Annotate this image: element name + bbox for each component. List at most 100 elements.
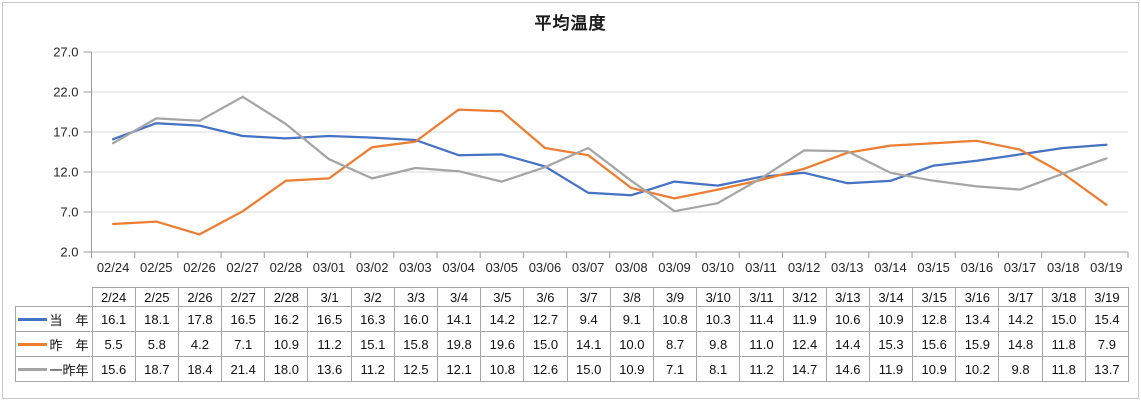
data-table: 2/24 2/25 2/26 2/27 2/28 3/1 3/2 3/3 3/4 3/5 3/6 3/… xyxy=(14,287,1130,382)
table-header-row: 2/24 2/25 2/26 2/27 2/28 3/1 3/2 3/3 3/4 3/5 3/6 3/… xyxy=(15,287,1130,307)
x-axis-tick-label: 03/04 xyxy=(442,260,475,275)
table-date-header: 3/7 xyxy=(566,287,611,307)
y-axis-tick-label: 27.0 xyxy=(53,45,78,60)
table-value-cell: 11.9 xyxy=(782,306,827,332)
table-value-cell: 15.9 xyxy=(955,331,1000,357)
table-value-cell: 10.3 xyxy=(696,306,741,332)
line-series-two-years-ago xyxy=(111,95,1108,213)
table-date-header: 3/13 xyxy=(825,287,870,307)
x-axis-tick-label: 03/01 xyxy=(313,260,346,275)
y-axis-tick-label: 2.0 xyxy=(60,245,78,260)
x-axis-tick-label: 03/13 xyxy=(831,260,864,275)
table-date-header: 3/12 xyxy=(782,287,827,307)
x-axis-tick-label: 03/08 xyxy=(615,260,648,275)
y-axis-tick-label: 22.0 xyxy=(53,85,78,100)
x-axis-tick-label: 03/03 xyxy=(399,260,432,275)
table-value-cell: 11.0 xyxy=(739,331,784,357)
table-value-cell: 13.6 xyxy=(307,356,352,382)
table-row-this-year: 当 年 16.1 18.1 17.8 16.5 16.2 16.5 16.3 16.0 14.1 1… xyxy=(14,306,1130,332)
table-value-cell: 11.8 xyxy=(1041,356,1086,382)
table-value-cell: 13.7 xyxy=(1084,356,1130,382)
table-date-header: 3/3 xyxy=(393,287,439,307)
table-value-cell: 14.7 xyxy=(782,356,827,382)
table-value-cell: 16.2 xyxy=(264,306,309,332)
table-value-cell: 16.0 xyxy=(393,306,439,332)
table-value-cell: 18.7 xyxy=(134,356,179,382)
table-value-cell: 7.1 xyxy=(652,356,698,382)
x-axis-tick-label: 03/10 xyxy=(701,260,734,275)
table-date-header: 3/4 xyxy=(436,287,482,307)
table-value-cell: 11.2 xyxy=(350,356,395,382)
table-value-cell: 10.9 xyxy=(912,356,957,382)
line-series-last-year xyxy=(111,108,1108,236)
table-row-two-years-ago: 一昨年 15.6 18.7 18.4 21.4 18.0 13.6 11.2 12.5 12.1 1… xyxy=(14,356,1130,382)
table-value-cell: 11.8 xyxy=(1041,331,1086,357)
x-axis-tick-label: 03/15 xyxy=(917,260,950,275)
series-label-cell-two-years-ago: 一昨年 xyxy=(14,356,93,382)
x-axis-tick-label: 02/26 xyxy=(183,260,216,275)
table-value-cell: 14.2 xyxy=(480,306,525,332)
table-value-cell: 5.5 xyxy=(91,331,136,357)
table-value-cell: 7.9 xyxy=(1084,331,1130,357)
table-value-cell: 11.2 xyxy=(739,356,784,382)
x-axis-tick-label: 03/09 xyxy=(658,260,691,275)
table-value-cell: 18.1 xyxy=(134,306,179,332)
table-value-cell: 10.8 xyxy=(480,356,525,382)
table-value-cell: 15.3 xyxy=(868,331,914,357)
table-date-header: 3/8 xyxy=(609,287,654,307)
table-value-cell: 10.0 xyxy=(609,331,654,357)
table-value-cell: 15.1 xyxy=(350,331,395,357)
x-axis-tick-label: 02/27 xyxy=(226,260,259,275)
table-value-cell: 21.4 xyxy=(221,356,266,382)
table-value-cell: 14.4 xyxy=(825,331,870,357)
table-value-cell: 9.8 xyxy=(998,356,1043,382)
table-value-cell: 9.4 xyxy=(566,306,611,332)
y-axis-tick-label: 7.0 xyxy=(60,205,78,220)
table-value-cell: 15.6 xyxy=(912,331,957,357)
series-label-cell-this-year: 当 年 xyxy=(14,306,93,332)
table-value-cell: 10.9 xyxy=(264,331,309,357)
table-value-cell: 10.9 xyxy=(609,356,654,382)
table-value-cell: 8.1 xyxy=(696,356,741,382)
line-series-this-year xyxy=(111,122,1108,197)
table-value-cell: 8.7 xyxy=(652,331,698,357)
series-name-label: 昨 年 xyxy=(49,337,89,353)
table-row-last-year: 昨 年 5.5 5.8 4.2 7.1 10.9 11.2 15.1 15.8 19.8 19.6 1… xyxy=(14,331,1130,357)
series-label-cell-last-year: 昨 年 xyxy=(14,331,93,357)
table-date-header: 3/11 xyxy=(739,287,784,307)
x-axis-tick-label: 02/28 xyxy=(270,260,303,275)
table-value-cell: 15.8 xyxy=(393,331,439,357)
table-value-cell: 10.9 xyxy=(868,306,914,332)
series-name-label: 一昨年 xyxy=(49,362,89,378)
x-axis-tick-label: 03/07 xyxy=(572,260,605,275)
x-axis-tick-label: 03/12 xyxy=(788,260,821,275)
table-value-cell: 15.4 xyxy=(1084,306,1130,332)
series-name-label: 当 年 xyxy=(49,312,89,328)
table-value-cell: 15.0 xyxy=(566,356,611,382)
table-value-cell: 13.4 xyxy=(955,306,1000,332)
legend-key-line-two-years-ago xyxy=(17,367,47,371)
x-axis-tick-label: 03/17 xyxy=(1004,260,1037,275)
table-value-cell: 10.8 xyxy=(652,306,698,332)
table-date-header: 2/24 xyxy=(91,287,136,307)
table-date-header: 3/2 xyxy=(350,287,395,307)
table-value-cell: 14.1 xyxy=(436,306,482,332)
table-value-cell: 11.9 xyxy=(868,356,914,382)
table-value-cell: 15.0 xyxy=(523,331,568,357)
table-value-cell: 12.6 xyxy=(523,356,568,382)
table-value-cell: 14.8 xyxy=(998,331,1043,357)
x-axis-tick-label: 03/14 xyxy=(874,260,907,275)
table-value-cell: 18.0 xyxy=(264,356,309,382)
table-date-header: 3/6 xyxy=(523,287,568,307)
table-value-cell: 11.2 xyxy=(307,331,352,357)
table-value-cell: 17.8 xyxy=(177,306,223,332)
table-date-header: 2/26 xyxy=(177,287,223,307)
table-date-header: 3/16 xyxy=(955,287,1000,307)
table-value-cell: 12.8 xyxy=(912,306,957,332)
table-date-header: 3/18 xyxy=(1041,287,1086,307)
legend-key-line-this-year xyxy=(17,317,47,321)
x-axis-tick-label: 02/24 xyxy=(97,260,130,275)
table-value-cell: 4.2 xyxy=(177,331,223,357)
table-date-header: 3/10 xyxy=(696,287,741,307)
